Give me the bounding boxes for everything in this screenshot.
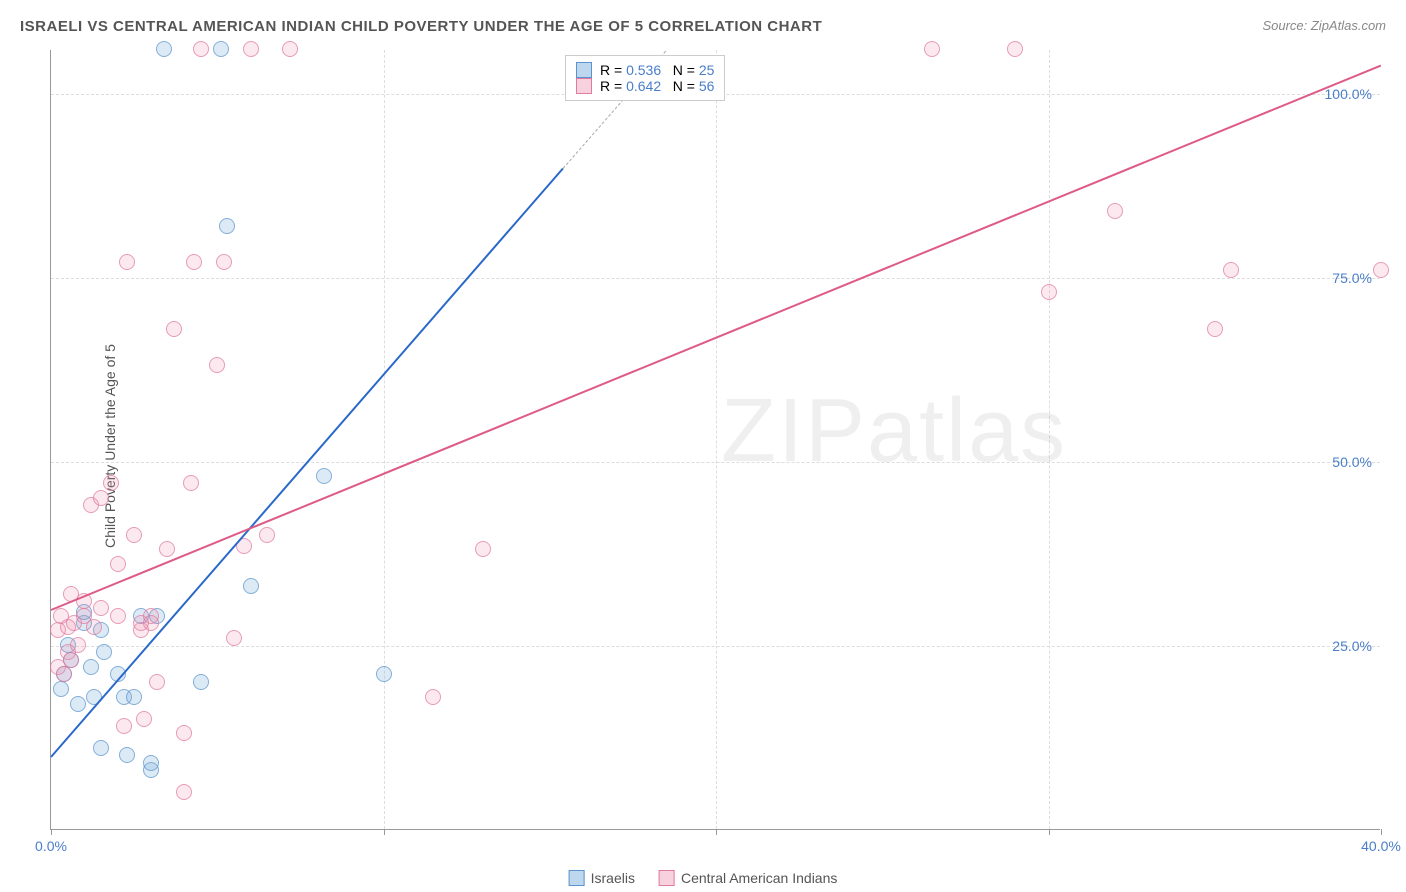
- data-point: [1007, 41, 1023, 57]
- x-tick-mark: [51, 829, 52, 835]
- data-point: [243, 578, 259, 594]
- data-point: [119, 254, 135, 270]
- data-point: [209, 357, 225, 373]
- data-point: [143, 608, 159, 624]
- data-point: [193, 41, 209, 57]
- data-point: [96, 644, 112, 660]
- data-point: [216, 254, 232, 270]
- data-point: [1041, 284, 1057, 300]
- swatch-icon: [659, 870, 675, 886]
- data-point: [259, 527, 275, 543]
- y-tick-label: 50.0%: [1332, 454, 1372, 470]
- gridline-vertical: [384, 50, 385, 829]
- data-point: [219, 218, 235, 234]
- y-tick-label: 75.0%: [1332, 270, 1372, 286]
- source-label: Source: ZipAtlas.com: [1262, 18, 1386, 33]
- x-tick-label: 40.0%: [1361, 838, 1401, 854]
- correlation-box: R = 0.536 N = 25R = 0.642 N = 56: [565, 55, 725, 101]
- data-point: [166, 321, 182, 337]
- correlation-text: R = 0.536 N = 25: [600, 62, 714, 78]
- data-point: [316, 468, 332, 484]
- data-point: [159, 541, 175, 557]
- data-point: [110, 556, 126, 572]
- data-point: [176, 725, 192, 741]
- x-tick-mark: [1381, 829, 1382, 835]
- data-point: [86, 619, 102, 635]
- y-tick-label: 100.0%: [1325, 86, 1372, 102]
- data-point: [110, 608, 126, 624]
- swatch-icon: [576, 62, 592, 78]
- data-point: [213, 41, 229, 57]
- data-point: [1223, 262, 1239, 278]
- data-point: [243, 41, 259, 57]
- data-point: [176, 784, 192, 800]
- data-point: [83, 659, 99, 675]
- data-point: [93, 740, 109, 756]
- data-point: [1207, 321, 1223, 337]
- data-point: [226, 630, 242, 646]
- data-point: [183, 475, 199, 491]
- correlation-row: R = 0.642 N = 56: [576, 78, 714, 94]
- data-point: [126, 689, 142, 705]
- legend-label: Israelis: [591, 870, 635, 886]
- data-point: [1373, 262, 1389, 278]
- x-tick-mark: [384, 829, 385, 835]
- data-point: [116, 718, 132, 734]
- data-point: [193, 674, 209, 690]
- data-point: [156, 41, 172, 57]
- gridline-vertical: [716, 50, 717, 829]
- data-point: [924, 41, 940, 57]
- data-point: [475, 541, 491, 557]
- swatch-icon: [576, 78, 592, 94]
- data-point: [282, 41, 298, 57]
- data-point: [126, 527, 142, 543]
- chart-title: ISRAELI VS CENTRAL AMERICAN INDIAN CHILD…: [20, 18, 822, 35]
- data-point: [103, 475, 119, 491]
- plot-area: 25.0%50.0%75.0%100.0%0.0%40.0%ZIPatlas: [50, 50, 1380, 830]
- data-point: [63, 652, 79, 668]
- x-tick-mark: [716, 829, 717, 835]
- data-point: [93, 490, 109, 506]
- correlation-row: R = 0.536 N = 25: [576, 62, 714, 78]
- legend-label: Central American Indians: [681, 870, 837, 886]
- data-point: [149, 674, 165, 690]
- watermark: ZIPatlas: [721, 380, 1067, 483]
- data-point: [119, 747, 135, 763]
- gridline-vertical: [1049, 50, 1050, 829]
- data-point: [1107, 203, 1123, 219]
- y-tick-label: 25.0%: [1332, 638, 1372, 654]
- data-point: [56, 666, 72, 682]
- correlation-text: R = 0.642 N = 56: [600, 78, 714, 94]
- data-point: [70, 637, 86, 653]
- legend: Israelis Central American Indians: [569, 870, 838, 886]
- legend-item-israelis: Israelis: [569, 870, 635, 886]
- data-point: [70, 696, 86, 712]
- data-point: [425, 689, 441, 705]
- data-point: [53, 681, 69, 697]
- x-tick-mark: [1049, 829, 1050, 835]
- x-tick-label: 0.0%: [35, 838, 67, 854]
- swatch-icon: [569, 870, 585, 886]
- legend-item-cai: Central American Indians: [659, 870, 837, 886]
- data-point: [143, 755, 159, 771]
- data-point: [376, 666, 392, 682]
- data-point: [186, 254, 202, 270]
- data-point: [93, 600, 109, 616]
- data-point: [136, 711, 152, 727]
